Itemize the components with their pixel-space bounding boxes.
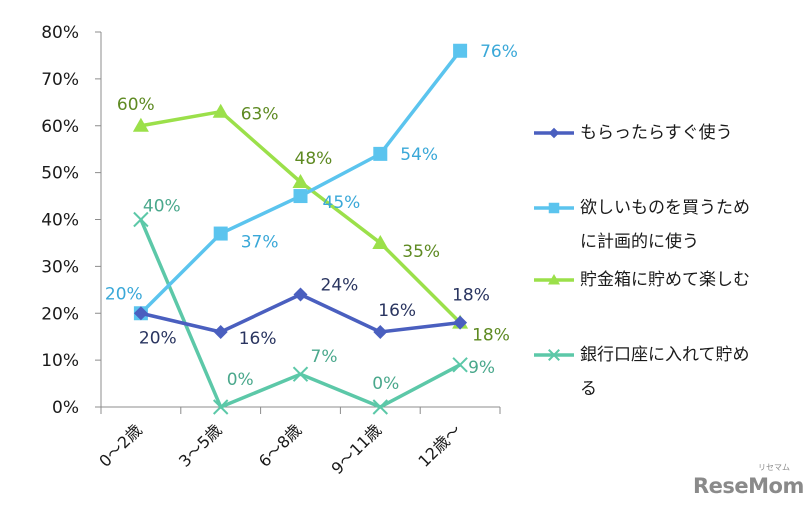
x-marker — [452, 357, 468, 373]
y-tick-label: 30% — [41, 257, 79, 277]
legend-swatch-diamond-icon — [534, 127, 574, 139]
x-tick-label: 3〜5歳 — [175, 420, 225, 470]
data-label: 20% — [105, 284, 143, 304]
data-label: 0% — [372, 374, 399, 394]
data-label: 76% — [480, 42, 518, 62]
y-tick-labels: 0% 10% 20% 30% 40% 50% 60% 70% 80% — [41, 23, 79, 418]
data-labels: 20% 16% 24% 16% 18% 20% 37% 45% 54% 76% 60% 63% 48% 3… — [105, 42, 518, 394]
x-tick-label: 12歳〜 — [414, 420, 464, 470]
resemom-logo: ReseMom — [693, 474, 803, 498]
legend-item-piggy-bank[interactable]: 貯金箱に貯めて楽しむ — [532, 270, 795, 297]
square-marker — [453, 43, 468, 58]
data-label: 16% — [378, 301, 416, 321]
diamond-marker — [373, 325, 388, 339]
legend-label: もらったらすぐ使う — [580, 123, 733, 143]
x-marker — [548, 349, 560, 361]
square-marker — [373, 146, 388, 161]
x-marker — [292, 366, 309, 382]
legend-item-plan-purchase[interactable]: 欲しいものを買うため に計画的に使う — [532, 198, 795, 259]
x-tick-label: 0〜2歳 — [95, 420, 145, 470]
y-tick-label: 40% — [41, 211, 79, 231]
data-label: 9% — [468, 358, 495, 378]
data-label: 63% — [241, 105, 279, 125]
y-tick-label: 50% — [41, 164, 79, 184]
y-tick-label: 80% — [41, 23, 79, 43]
x-tick-label: 9〜11歳 — [327, 420, 385, 478]
y-tick-label: 20% — [41, 304, 79, 324]
triangle-marker — [292, 174, 309, 188]
data-label: 48% — [295, 149, 333, 169]
series-x — [133, 211, 468, 415]
square-marker — [548, 202, 560, 214]
data-label: 20% — [139, 328, 177, 348]
diamond-marker — [293, 287, 308, 302]
data-label: 45% — [323, 193, 361, 213]
resemom-logo-kana: リセマム — [758, 463, 790, 472]
diamond-marker — [213, 325, 228, 339]
legend-swatch-x-icon — [534, 349, 574, 361]
legend-item-bank-account[interactable]: 銀行口座に入れて貯め る — [532, 345, 795, 406]
data-label: 0% — [227, 370, 254, 390]
y-tick-label: 10% — [41, 351, 79, 371]
legend-label: 貯金箱に貯めて楽しむ — [580, 270, 750, 290]
series-diamond — [133, 287, 468, 339]
data-label: 60% — [117, 95, 155, 115]
triangle-marker — [548, 274, 560, 285]
diamond-marker — [133, 306, 148, 321]
y-tick-label: 0% — [52, 398, 79, 418]
x-tick-labels: 0〜2歳 3〜5歳 6〜8歳 9〜11歳 12歳〜 — [95, 420, 465, 478]
data-label: 54% — [400, 145, 438, 165]
triangle-marker — [132, 117, 149, 132]
legend-label-cont: る — [580, 379, 597, 399]
triangle-marker — [372, 234, 389, 249]
data-label: 40% — [143, 197, 181, 217]
square-marker — [293, 189, 308, 204]
series-group — [132, 43, 469, 415]
square-marker — [213, 226, 228, 241]
legend-swatch-square-icon — [534, 202, 574, 214]
data-label: 7% — [311, 347, 338, 367]
data-label: 16% — [239, 329, 277, 349]
data-label: 35% — [402, 242, 440, 262]
legend-label: 銀行口座に入れて貯め — [580, 345, 750, 365]
x-marker — [372, 399, 389, 415]
y-tick-label: 60% — [41, 117, 79, 137]
legend-item-spend-immediately[interactable]: もらったらすぐ使う — [532, 123, 795, 150]
legend-label: 欲しいものを買うため — [580, 198, 750, 218]
x-tick-label: 6〜8歳 — [255, 420, 305, 470]
legend-label-cont: に計画的に使う — [580, 232, 699, 252]
x-marker — [212, 399, 229, 415]
data-label: 37% — [241, 233, 279, 253]
diamond-marker — [453, 315, 468, 330]
series-square — [133, 43, 468, 321]
data-label: 18% — [472, 326, 510, 346]
x-marker — [133, 211, 149, 228]
legend-swatch-triangle-icon — [534, 274, 574, 285]
data-label: 18% — [452, 286, 490, 306]
diamond-marker — [548, 127, 560, 139]
data-label: 24% — [321, 276, 359, 296]
axes — [95, 31, 501, 414]
triangle-marker — [212, 103, 229, 118]
y-tick-label: 70% — [41, 70, 79, 90]
